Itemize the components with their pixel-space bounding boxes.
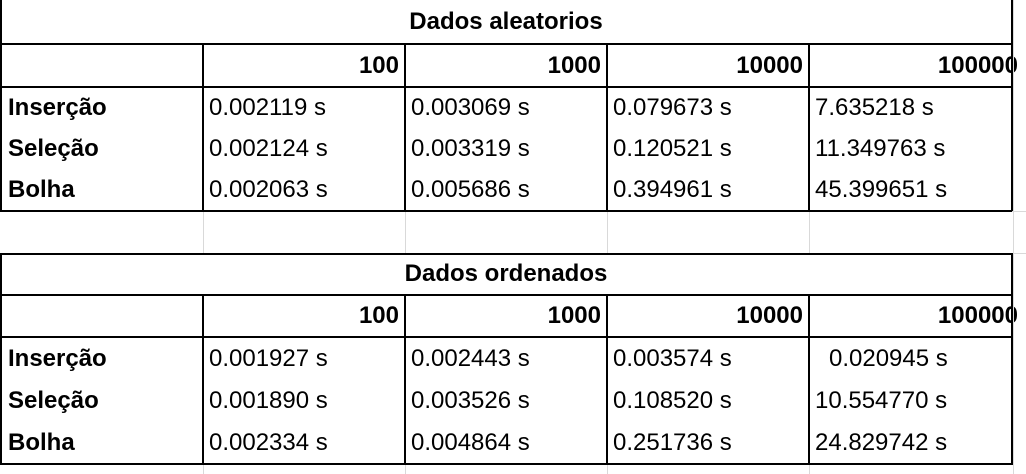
table1-title[interactable]: Dados aleatorios xyxy=(409,8,603,35)
table-row[interactable]: Bolha 0.002063 s 0.005686 s 0.394961 s 4… xyxy=(0,169,1026,211)
table-border xyxy=(0,0,2,211)
table-border xyxy=(404,43,406,211)
gridline xyxy=(607,464,608,474)
row-label[interactable]: Inserção xyxy=(8,93,107,121)
table2-header-row[interactable]: 100 1000 10000 100000 xyxy=(0,295,1026,337)
data-cell[interactable]: 0.003319 s xyxy=(411,134,530,162)
table2-header-corner[interactable] xyxy=(0,295,203,337)
table1-col-header[interactable]: 1000 xyxy=(547,51,601,79)
gridline xyxy=(203,211,204,253)
data-cell[interactable]: 7.635218 s xyxy=(815,93,934,121)
table-row[interactable]: Inserção 0.001927 s 0.002443 s 0.003574 … xyxy=(0,337,1026,380)
table-border xyxy=(606,294,608,465)
table-border xyxy=(404,294,406,465)
table-border xyxy=(0,43,1012,45)
data-cell[interactable]: 0.002063 s xyxy=(209,176,328,203)
data-cell[interactable]: 10.554770 s xyxy=(815,387,948,414)
table1-col-header[interactable]: 10000 xyxy=(736,51,803,79)
data-cell[interactable]: 0.002119 s xyxy=(209,93,326,121)
table-border xyxy=(0,253,2,465)
table-border xyxy=(0,294,1012,296)
table1-title-row[interactable]: Dados aleatorios xyxy=(0,0,1026,44)
data-cell[interactable]: 0.004864 s xyxy=(411,429,530,456)
data-cell[interactable]: 0.251736 s xyxy=(613,429,732,456)
data-cell[interactable]: 45.399651 s xyxy=(815,176,948,203)
table-border xyxy=(202,294,204,465)
data-cell[interactable]: 11.349763 s xyxy=(815,134,946,162)
data-cell[interactable]: 0.003574 s xyxy=(613,344,732,372)
table2-title[interactable]: Dados ordenados xyxy=(404,260,608,287)
data-cell[interactable]: 24.829742 s xyxy=(815,429,948,456)
data-cell[interactable]: 0.120521 s xyxy=(613,134,732,162)
row-label[interactable]: Seleção xyxy=(8,134,99,162)
table-border xyxy=(0,336,1012,338)
table-border xyxy=(0,86,1012,88)
data-cell[interactable]: 0.002334 s xyxy=(209,429,328,456)
data-cell[interactable]: 0.003526 s xyxy=(411,387,530,414)
table2-col-header[interactable]: 1000 xyxy=(547,302,601,329)
table-border xyxy=(0,463,1012,465)
table1-col-header[interactable]: 100 xyxy=(358,51,399,79)
table2-col-header[interactable]: 10000 xyxy=(736,302,803,329)
table-border xyxy=(808,294,810,465)
gridline xyxy=(607,211,608,253)
row-label[interactable]: Seleção xyxy=(8,387,99,414)
gridline xyxy=(405,464,406,474)
table1-col-header[interactable]: 100000 xyxy=(937,51,1018,79)
gridline xyxy=(203,464,204,474)
table-border xyxy=(606,43,608,211)
gridline xyxy=(809,211,810,253)
table-row[interactable]: Seleção 0.002124 s 0.003319 s 0.120521 s… xyxy=(0,128,1026,169)
gridline xyxy=(1013,0,1014,474)
data-cell[interactable]: 0.001890 s xyxy=(209,387,328,414)
data-cell[interactable]: 0.079673 s xyxy=(613,93,732,121)
data-cell[interactable]: 0.394961 s xyxy=(613,176,732,203)
table-border xyxy=(1011,253,1013,465)
table-border xyxy=(0,210,1012,212)
gridline xyxy=(405,211,406,253)
data-cell[interactable]: 0.005686 s xyxy=(411,176,530,203)
gridline xyxy=(809,464,810,474)
table1-header-row[interactable]: 100 1000 10000 100000 xyxy=(0,44,1026,87)
table-border xyxy=(202,43,204,211)
row-label[interactable]: Bolha xyxy=(8,176,75,203)
table-border xyxy=(0,253,1012,255)
data-cell[interactable]: 0.001927 s xyxy=(209,344,328,372)
table-border xyxy=(1011,0,1013,211)
row-label[interactable]: Inserção xyxy=(8,344,107,372)
table2-col-header[interactable]: 100000 xyxy=(937,302,1018,329)
table2-title-row[interactable]: Dados ordenados xyxy=(0,253,1026,295)
data-cell[interactable]: 0.020945 s xyxy=(829,344,948,372)
empty-row[interactable] xyxy=(0,211,1026,253)
data-cell[interactable]: 0.002124 s xyxy=(209,134,328,162)
table-row[interactable]: Bolha 0.002334 s 0.004864 s 0.251736 s 2… xyxy=(0,422,1026,464)
data-cell[interactable]: 0.108520 s xyxy=(613,387,732,414)
row-label[interactable]: Bolha xyxy=(8,429,75,456)
data-cell[interactable]: 0.002443 s xyxy=(411,344,530,372)
table1-header-corner[interactable] xyxy=(0,44,203,87)
data-cell[interactable]: 0.003069 s xyxy=(411,93,530,121)
table-row[interactable]: Seleção 0.001890 s 0.003526 s 0.108520 s… xyxy=(0,380,1026,422)
table2-col-header[interactable]: 100 xyxy=(358,302,399,329)
table-border xyxy=(808,43,810,211)
table-row[interactable]: Inserção 0.002119 s 0.003069 s 0.079673 … xyxy=(0,87,1026,128)
